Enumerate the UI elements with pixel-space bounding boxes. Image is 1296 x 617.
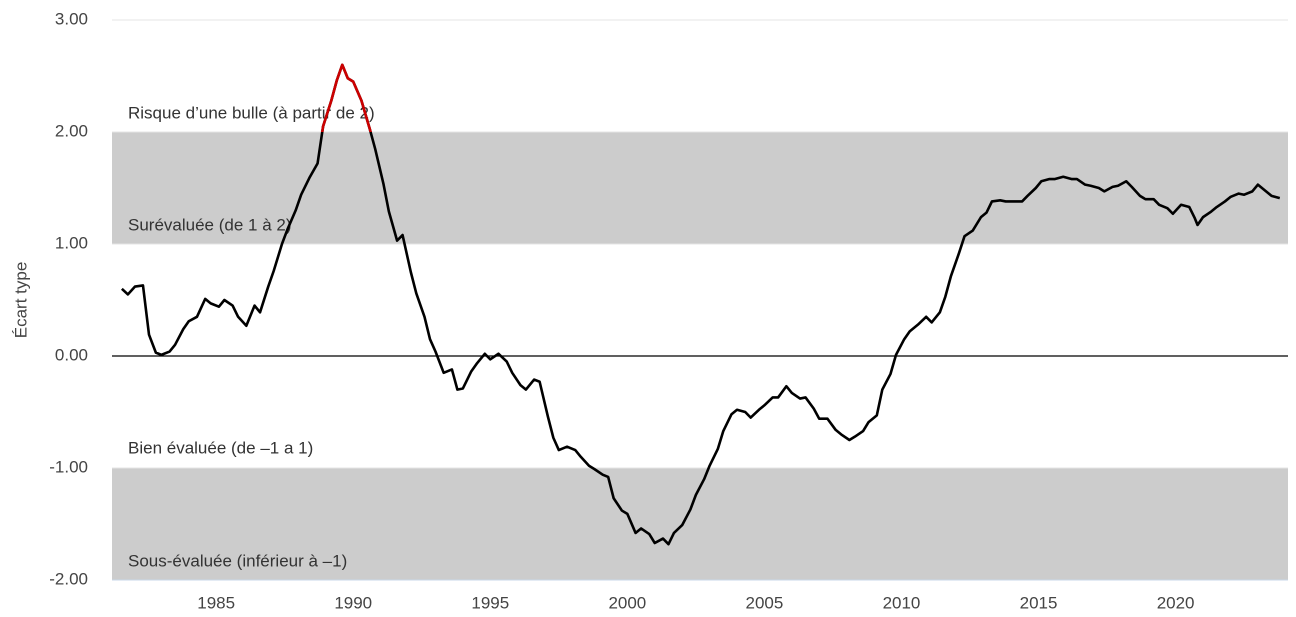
y-tick-label: 1.00 <box>55 233 88 252</box>
annotation: Sous-évaluée (inférieur à –1) <box>128 551 347 570</box>
y-axis-title: Écart type <box>11 262 30 339</box>
x-tick-label: 2005 <box>746 593 784 612</box>
x-tick-label: 1990 <box>334 593 372 612</box>
x-tick-label: 2015 <box>1020 593 1058 612</box>
x-tick-label: 2010 <box>883 593 921 612</box>
y-tick-label: 2.00 <box>55 121 88 140</box>
x-tick-label: 2000 <box>608 593 646 612</box>
band <box>112 132 1288 244</box>
y-tick-label: -2.00 <box>49 569 88 588</box>
annotation: Bien évaluée (de –1 a 1) <box>128 438 313 457</box>
y-tick-label: -1.00 <box>49 457 88 476</box>
y-tick-label: 3.00 <box>55 9 88 28</box>
line <box>120 63 1281 546</box>
x-tick-label: 1985 <box>197 593 235 612</box>
y-tick-label: 0.00 <box>55 345 88 364</box>
grid <box>112 19 1288 581</box>
x-tick-label: 1995 <box>471 593 509 612</box>
annotation: Risque d’une bulle (à partir de 2) <box>128 103 375 122</box>
annotation: Surévaluée (de 1 à 2) <box>128 215 292 234</box>
x-tick-label: 2020 <box>1157 593 1195 612</box>
